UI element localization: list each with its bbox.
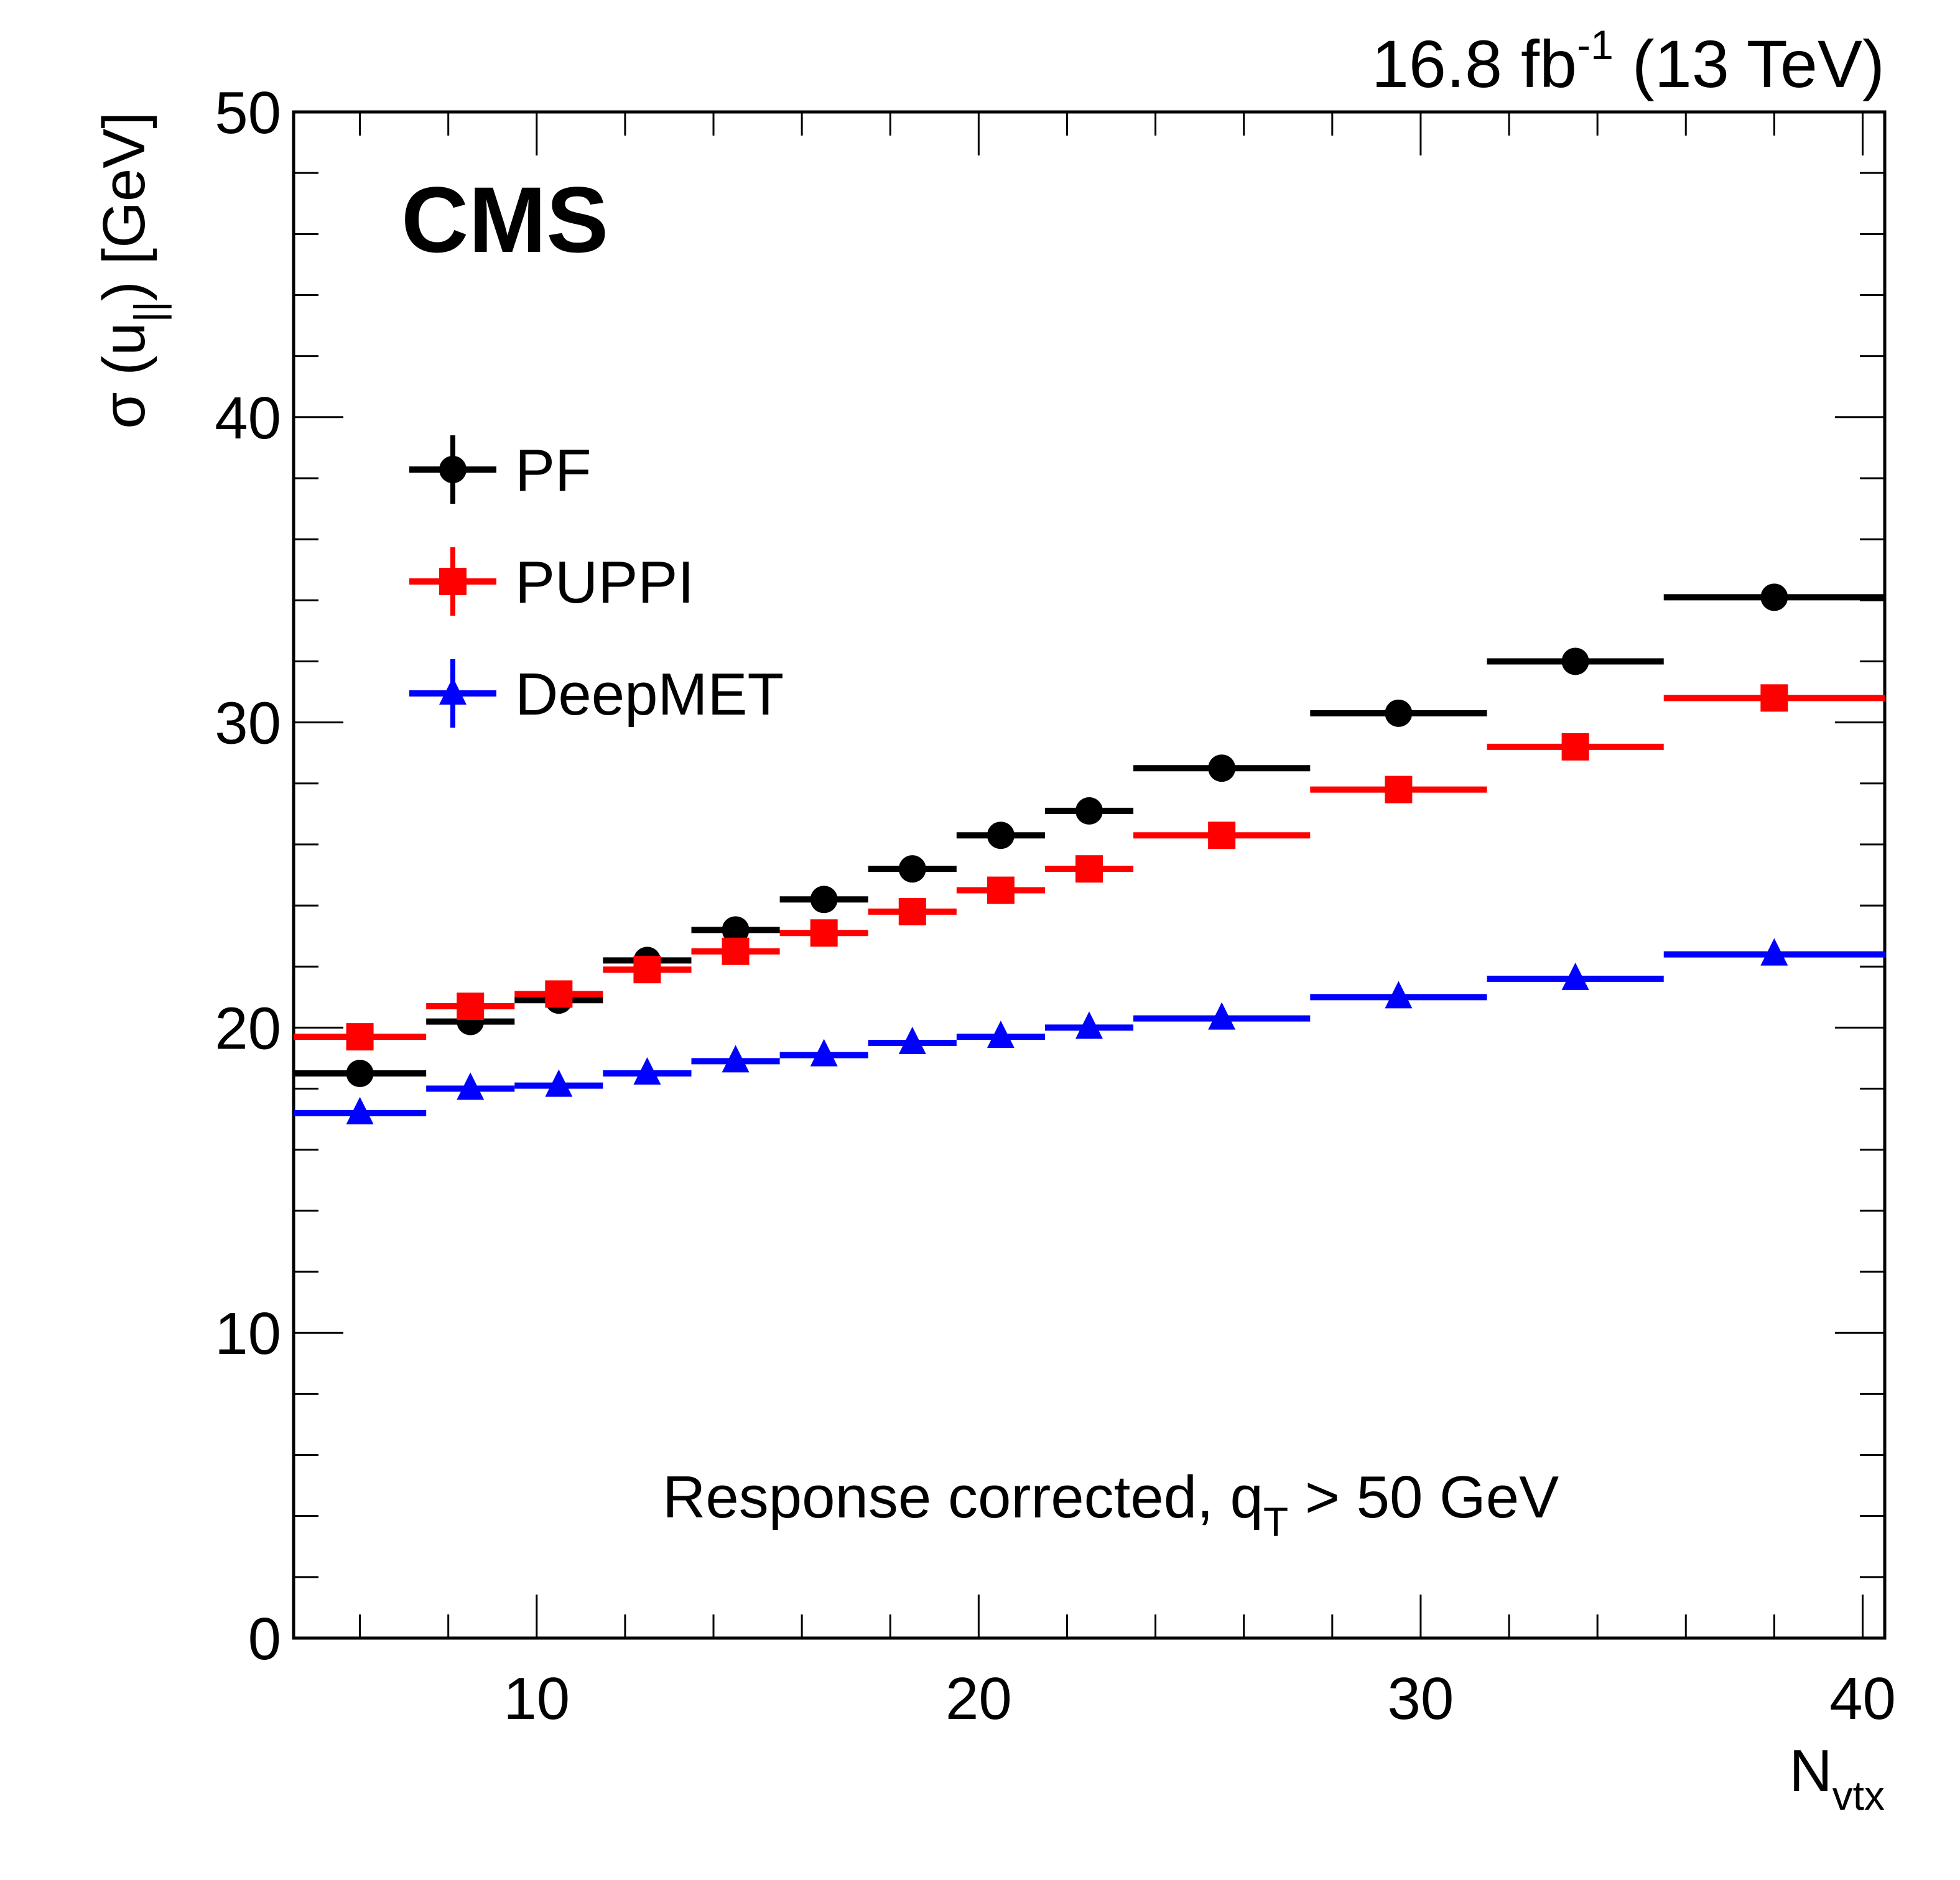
data-point [633,956,661,984]
data-point [457,993,485,1021]
data-point [1760,938,1788,966]
legend-label: PF [515,437,592,504]
x-tick-label: 20 [945,1665,1012,1732]
data-point [346,1096,374,1124]
legend-label: PUPPI [515,549,694,616]
series-puppi [294,684,1885,1051]
data-point [987,876,1015,904]
data-point [1075,1011,1103,1039]
y-tick-label: 0 [248,1606,281,1672]
legend-marker [439,677,467,705]
x-tick-label: 40 [1829,1665,1896,1732]
data-point [1385,776,1413,803]
data-point [810,1039,838,1067]
data-point [898,855,926,883]
series-pf [294,583,1885,1088]
data-point [722,1045,750,1073]
y-tick-label: 10 [215,1300,281,1367]
y-tick-label: 20 [215,995,281,1062]
series-deepmet [294,938,1885,1124]
data-point [1760,583,1788,611]
data-point [987,1021,1015,1049]
y-tick-label: 50 [215,80,281,146]
data-point [545,1069,573,1097]
x-tick-label: 10 [503,1665,570,1732]
data-point [545,980,573,1008]
data-point [722,916,750,944]
annotation: Response corrected, qT > 50 GeV [662,1464,1559,1545]
legend-entry-deepmet: DeepMET [409,659,784,728]
data-point [1075,797,1103,825]
legend-marker [439,568,467,595]
data-point [1561,733,1589,761]
data-point [1561,647,1589,675]
data-point [722,937,750,965]
data-point [810,919,838,947]
data-point [898,897,926,925]
data-point [346,1023,374,1051]
x-axis-label: Nvtx [1789,1738,1885,1818]
legend-label: DeepMET [515,661,784,728]
data-point [810,886,838,914]
data-point [1385,981,1413,1009]
axis-ticks: 10 20 30 40 0 10 20 30 40 50 [215,80,1896,1732]
data-point [1561,962,1589,990]
legend-entry-puppi: PUPPI [409,547,694,616]
data-point [1208,1002,1236,1030]
data-point [1385,699,1413,727]
y-tick-label: 30 [215,690,281,757]
y-axis-label: σ (u||) [GeV] [91,112,172,429]
data-points [294,583,1885,1124]
plot-border [292,110,1887,1640]
lumi-label: 16.8 fb-1 (13 TeV) [1372,22,1885,101]
experiment-label: CMS [401,167,608,272]
legend-entry-pf: PF [409,435,592,504]
data-point [1075,855,1103,883]
data-point [633,1057,661,1085]
legend-marker [439,456,467,483]
y-tick-label: 40 [215,385,281,451]
plot-frame [292,110,1887,1640]
data-point [346,1060,374,1088]
data-point [898,1026,926,1054]
data-point [987,822,1015,850]
data-point [1208,754,1236,782]
data-point [1760,684,1788,712]
legend: PF PUPPI DeepMET [409,435,784,728]
data-point [1208,822,1236,850]
x-tick-label: 30 [1388,1665,1454,1732]
data-point [457,1072,485,1100]
